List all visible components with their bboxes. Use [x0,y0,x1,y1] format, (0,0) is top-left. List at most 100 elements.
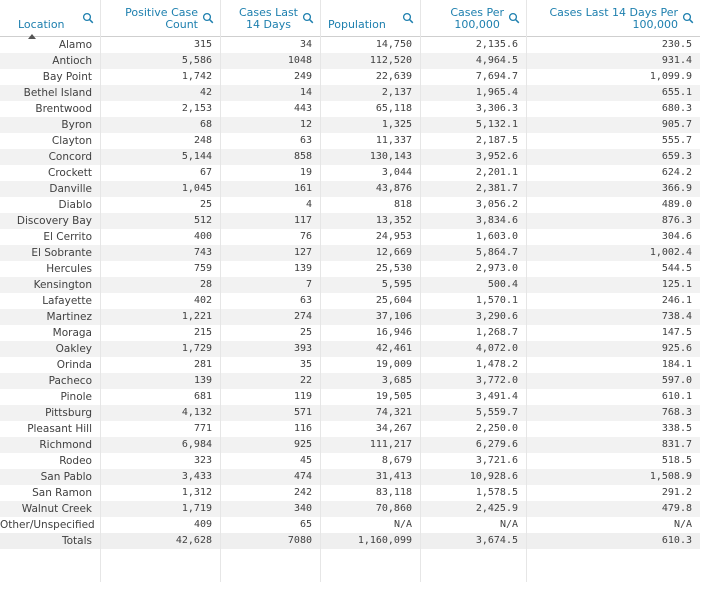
cell-cases-per-100000[interactable]: 2,187.5 [475,135,518,146]
table-row[interactable]: Crockett 67 19 3,044 2,201.1 624.2 [0,165,700,181]
cell-location[interactable]: Pacheco [0,373,100,389]
cell-population[interactable]: 3,044 [381,167,412,178]
table-row[interactable]: Oakley 1,729 393 42,461 4,072.0 925.6 [0,341,700,357]
cell-cases-last-14-days-per-100000[interactable]: 925.6 [526,341,700,357]
cell-cases-last-14-days-per-100000[interactable]: 738.4 [526,309,700,325]
totals-row[interactable]: Totals 42,628 7080 1,160,099 3,674.5 610.3 [0,533,700,549]
cell-cases-per-100000[interactable]: 5,132.1 [420,117,526,133]
cell-population[interactable]: 1,160,099 [320,533,420,549]
cell-population[interactable]: 2,137 [320,85,420,101]
cell-cases-last-14-days-per-100000[interactable]: 597.0 [526,373,700,389]
cell-population[interactable]: 42,461 [320,341,420,357]
cell-cases-last-14-days-per-100000[interactable]: 230.5 [661,39,692,50]
cell-population[interactable]: 111,217 [320,437,420,453]
cell-cases-per-100000[interactable]: 3,952.6 [420,149,526,165]
cell-positive-case-count[interactable]: 28 [100,277,220,293]
cell-cases-last-14-days-per-100000[interactable]: 125.1 [526,277,700,293]
cell-positive-case-count[interactable]: 743 [100,245,220,261]
cell-location[interactable]: San Pablo [0,469,100,485]
cell-cases-per-100000[interactable]: 3,306.3 [475,103,518,114]
cell-location[interactable]: Discovery Bay [0,213,100,229]
table-row[interactable]: Pacheco 139 22 3,685 3,772.0 597.0 [0,373,700,389]
table-row[interactable]: Lafayette 402 63 25,604 1,570.1 246.1 [0,293,700,309]
cell-location[interactable]: Orinda [56,359,92,371]
cell-cases-last-14-days[interactable]: 340 [220,501,320,517]
cell-population[interactable]: 37,106 [320,309,420,325]
cell-cases-per-100000[interactable]: 1,578.5 [475,487,518,498]
header-population[interactable]: Population [320,0,420,37]
table-row[interactable]: Diablo 25 4 818 3,056.2 489.0 [0,197,700,213]
cell-location[interactable]: Pinole [60,391,92,403]
table-row[interactable]: Bethel Island 42 14 2,137 1,965.4 655.1 [0,85,700,101]
cell-cases-last-14-days-per-100000[interactable]: 489.0 [661,199,692,210]
cell-location[interactable]: Walnut Creek [0,501,100,517]
cell-location[interactable]: Brentwood [35,103,92,115]
cell-location[interactable]: Diablo [58,199,92,211]
table-row[interactable]: Bay Point 1,742 249 22,639 7,694.7 1,099.9 [0,69,700,85]
cell-positive-case-count[interactable]: 3,433 [100,469,220,485]
cell-positive-case-count[interactable]: 42,628 [100,533,220,549]
cell-population[interactable]: 22,639 [375,71,412,82]
table-row[interactable]: El Sobrante 743 127 12,669 5,864.7 1,002.4 [0,245,700,261]
table-row[interactable]: San Pablo 3,433 474 31,413 10,928.6 1,508.9 [0,469,700,485]
cell-positive-case-count[interactable]: 68 [100,117,220,133]
cell-cases-per-100000[interactable]: 500.4 [420,277,526,293]
cell-location[interactable]: Pittsburg [0,405,100,421]
cell-cases-per-100000[interactable]: 1,603.0 [475,231,518,242]
cell-population[interactable]: 14,750 [375,39,412,50]
cell-cases-last-14-days-per-100000[interactable]: 1,099.9 [649,71,692,82]
cell-positive-case-count[interactable]: 512 [100,213,220,229]
cell-positive-case-count[interactable]: 400 [193,231,212,242]
cell-cases-per-100000[interactable]: 3,721.6 [475,455,518,466]
sort-ascending-icon[interactable] [28,34,36,39]
cell-cases-per-100000[interactable]: 3,290.6 [420,309,526,325]
table-row[interactable]: Pinole 681 119 19,505 3,491.4 610.1 [0,389,700,405]
cell-positive-case-count[interactable]: 323 [193,455,212,466]
cell-cases-per-100000[interactable]: 4,072.0 [420,341,526,357]
cell-cases-last-14-days-per-100000[interactable]: 659.3 [526,149,700,165]
table-row[interactable]: Danville 1,045 161 43,876 2,381.7 366.9 [0,181,700,197]
cell-population[interactable]: N/A [393,519,412,530]
cell-location[interactable]: Hercules [46,263,92,275]
header-cases-last-14-days-per-100000-label[interactable]: Cases Last 14 Days Per 100,000 [549,6,678,31]
table-row[interactable]: Richmond 6,984 925 111,217 6,279.6 831.7 [0,437,700,453]
cell-cases-per-100000[interactable]: 10,928.6 [420,469,526,485]
cell-cases-last-14-days[interactable]: 119 [293,391,312,402]
header-population-label[interactable]: Population [328,18,386,31]
cell-positive-case-count[interactable]: 4,132 [100,405,220,421]
cell-positive-case-count[interactable]: 248 [193,135,212,146]
cell-cases-last-14-days-per-100000[interactable]: 479.8 [526,501,700,517]
table-row[interactable]: El Cerrito 400 76 24,953 1,603.0 304.6 [0,229,700,245]
cell-cases-last-14-days[interactable]: 571 [220,405,320,421]
cell-population[interactable]: 1,325 [320,117,420,133]
cell-population[interactable]: 43,876 [320,181,420,197]
cell-positive-case-count[interactable]: 681 [193,391,212,402]
cell-cases-last-14-days-per-100000[interactable]: N/A [673,519,692,530]
table-row[interactable]: Other/Unspecified 409 65 N/A N/A N/A [0,517,700,533]
cell-cases-last-14-days[interactable]: 127 [220,245,320,261]
cell-cases-last-14-days[interactable]: 25 [299,327,312,338]
table-row[interactable]: San Ramon 1,312 242 83,118 1,578.5 291.2 [0,485,700,501]
cell-cases-last-14-days[interactable]: 274 [220,309,320,325]
cell-cases-last-14-days[interactable]: 19 [299,167,312,178]
cell-location[interactable]: Alamo [58,39,92,51]
cell-population[interactable]: 83,118 [375,487,412,498]
cell-cases-last-14-days-per-100000[interactable]: 147.5 [661,327,692,338]
table-row[interactable]: Martinez 1,221 274 37,106 3,290.6 738.4 [0,309,700,325]
cell-cases-per-100000[interactable]: 3,772.0 [420,373,526,389]
cell-cases-per-100000[interactable]: 3,491.4 [475,391,518,402]
cell-population[interactable]: 16,946 [375,327,412,338]
header-location-label[interactable]: Location [18,18,65,31]
cell-cases-per-100000[interactable]: 6,279.6 [420,437,526,453]
cell-cases-per-100000[interactable]: 3,674.5 [420,533,526,549]
cell-population[interactable]: 19,505 [375,391,412,402]
cell-cases-last-14-days[interactable]: 63 [299,295,312,306]
cell-location[interactable]: El Sobrante [0,245,100,261]
cell-population[interactable]: 19,009 [375,359,412,370]
table-row[interactable]: Discovery Bay 512 117 13,352 3,834.6 876.3 [0,213,700,229]
table-row[interactable]: Clayton 248 63 11,337 2,187.5 555.7 [0,133,700,149]
cell-cases-last-14-days-per-100000[interactable]: 544.5 [661,263,692,274]
header-positive-case-count[interactable]: Positive Case Count [100,0,220,37]
cell-location[interactable]: Lafayette [42,295,92,307]
cell-positive-case-count[interactable]: 1,742 [181,71,212,82]
